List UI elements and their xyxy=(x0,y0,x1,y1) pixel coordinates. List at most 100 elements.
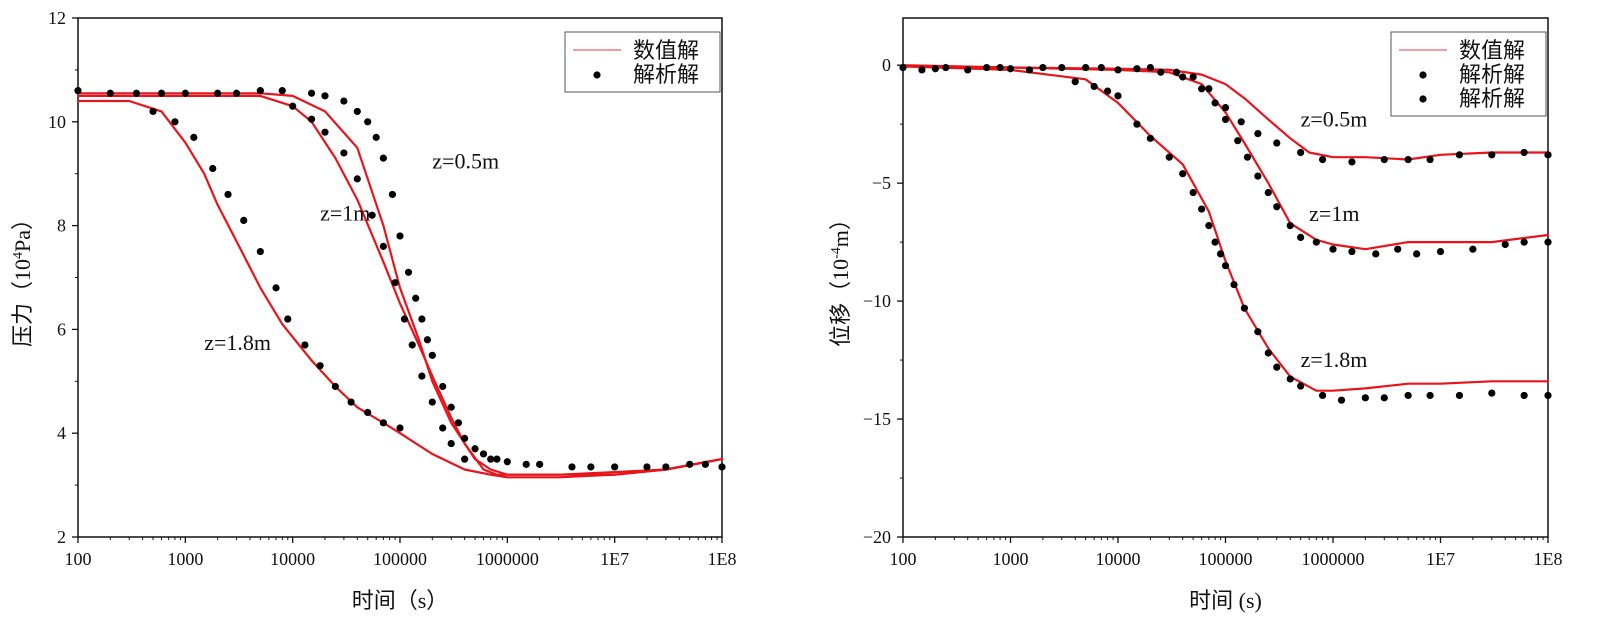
pressure-analytical-point-z0_5m xyxy=(643,463,651,471)
displacement-analytical-point-z1_8m xyxy=(1286,375,1294,383)
displacement-analytical-point-z1m xyxy=(1501,240,1509,249)
displacement-analytical-point-z0_5m xyxy=(1039,63,1047,72)
displacement-analytical-point-z1_8m xyxy=(1146,134,1154,142)
pressure-analytical-point-z0_5m xyxy=(340,97,348,105)
displacement-analytical-point-z1_8m xyxy=(1205,222,1213,230)
displacement-analytical-point-z0_5m xyxy=(1133,65,1141,73)
displacement-analytical-point-z0_5m xyxy=(1097,63,1105,72)
pressure-analytical-point-z0_5m xyxy=(718,463,726,471)
pressure-y-axis-label-unit: Pa） xyxy=(10,208,35,252)
pressure-chart: 100 1000 10000 100000 1000000 1E7 1E824681012 … xyxy=(10,8,737,613)
displacement-analytical-point-z0_5m xyxy=(983,63,991,72)
displacement-y-tick-label: 0 xyxy=(882,55,891,75)
pressure-y-axis-label-exponent: 4 xyxy=(11,252,26,259)
displacement-analytical-point-z0_5m xyxy=(1544,151,1552,159)
displacement-analytical-point-z1_8m xyxy=(1273,363,1281,371)
displacement-analytical-point-z0_5m xyxy=(996,63,1004,72)
displacement-analytical-point-z1_8m xyxy=(1198,205,1206,213)
pressure-analytical-point-z0_5m xyxy=(701,460,709,468)
displacement-analytical-point-z1_8m xyxy=(1404,391,1412,400)
displacement-y-axis-label: 位移（10-4m） xyxy=(828,208,853,347)
pressure-x-tick-label: 1E7 xyxy=(600,549,629,569)
pressure-legend-label: 解析解 xyxy=(633,62,699,87)
pressure-analytical-point-z1m xyxy=(418,372,426,380)
displacement-analytical-point-z1m xyxy=(1544,238,1552,246)
displacement-analytical-point-z1_8m xyxy=(1090,82,1098,91)
displacement-analytical-point-z0_5m xyxy=(1404,155,1412,164)
displacement-analytical-point-z0_5m xyxy=(1114,66,1122,74)
pressure-analytical-point-z0_5m xyxy=(181,89,189,97)
pressure-analytical-point-z1m xyxy=(353,175,361,183)
displacement-analytical-point-z1_8m xyxy=(1221,262,1230,270)
displacement-analytical-point-z0_5m xyxy=(964,66,972,74)
pressure-analytical-point-z1m xyxy=(321,128,329,136)
displacement-numerical-line-z0_5m xyxy=(901,64,1550,161)
pressure-analytical-point-z1m xyxy=(289,102,297,110)
displacement-analytical-point-z0_5m xyxy=(1237,118,1245,126)
displacement-analytical-point-z0_5m xyxy=(1205,85,1213,93)
pressure-analytical-point-z1_8m xyxy=(240,216,248,225)
displacement-analytical-point-z1_8m xyxy=(1254,328,1262,336)
displacement-analytical-point-z1_8m xyxy=(1133,120,1141,128)
pressure-x-axis-label: 时间（s） xyxy=(352,588,449,613)
displacement-y-tick-label: −15 xyxy=(863,409,891,429)
pressure-analytical-point-z0_5m xyxy=(568,463,576,471)
pressure-analytical-point-z1_8m xyxy=(379,419,387,427)
displacement-y-axis-label-unit: m） xyxy=(828,208,853,247)
pressure-analytical-point-z0_5m xyxy=(372,133,380,141)
displacement-analytical-point-z1m xyxy=(1312,238,1320,246)
pressure-analytical-point-z1_8m xyxy=(301,341,309,349)
displacement-analytical-point-z1_8m xyxy=(1380,394,1388,402)
pressure-analytical-point-z0_5m xyxy=(278,87,286,95)
pressure-analytical-point-z0_5m xyxy=(479,450,488,458)
displacement-annotation-z1m: z=1m xyxy=(1309,201,1359,226)
pressure-y-tick-label: 6 xyxy=(57,319,66,339)
displacement-analytical-point-z0_5m xyxy=(942,63,950,72)
pressure-analytical-point-z0_5m xyxy=(461,434,469,442)
pressure-analytical-point-z0_5m xyxy=(447,403,455,411)
displacement-analytical-point-z1m xyxy=(1221,115,1230,124)
displacement-analytical-point-z1_8m xyxy=(1240,304,1249,312)
pressure-legend-label: 数值解 xyxy=(633,38,699,63)
displacement-analytical-point-z1_8m xyxy=(1318,391,1327,400)
displacement-analytical-point-z0_5m xyxy=(1520,148,1528,157)
pressure-y-tick-label: 10 xyxy=(48,112,66,132)
pressure-analytical-point-z1_8m xyxy=(396,424,404,432)
pressure-y-axis-label-main: 压力（10 xyxy=(10,259,35,347)
displacement-analytical-point-z0_5m xyxy=(1380,155,1388,164)
pressure-analytical-point-z0_5m xyxy=(106,89,114,97)
pressure-legend-dot-swatch xyxy=(593,71,601,79)
displacement-analytical-point-z1_8m xyxy=(1179,170,1187,178)
displacement-analytical-point-z1_8m xyxy=(1216,250,1225,258)
displacement-analytical-point-z1_8m xyxy=(1103,87,1112,95)
pressure-analytical-point-z0_5m xyxy=(439,382,447,391)
pressure-analytical-point-z0_5m xyxy=(307,89,316,97)
displacement-analytical-point-z1m xyxy=(1254,172,1262,180)
displacement-x-tick-label: 1E7 xyxy=(1426,549,1455,569)
displacement-analytical-point-z0_5m xyxy=(1025,66,1034,74)
displacement-y-axis-label-main: 位移（10 xyxy=(828,259,853,347)
pressure-analytical-point-z1m xyxy=(428,398,436,406)
displacement-analytical-point-z0_5m xyxy=(1172,68,1181,76)
displacement-analytical-point-z0_5m xyxy=(1146,63,1154,72)
pressure-numerical-line-z0_5m xyxy=(76,92,724,476)
displacement-legend-label: 解析解 xyxy=(1459,86,1525,111)
pressure-analytical-point-z1_8m xyxy=(190,133,198,141)
pressure-analytical-point-z1m xyxy=(368,211,376,219)
pressure-analytical-point-z0_5m xyxy=(388,190,397,199)
displacement-analytical-point-z1m xyxy=(1198,85,1206,93)
pressure-annotation-z1m: z=1m xyxy=(320,200,370,225)
displacement-x-tick-label: 1000000 xyxy=(1302,549,1365,569)
displacement-analytical-point-z0_5m xyxy=(1426,155,1434,164)
pressure-x-tick-label: 100 xyxy=(65,549,92,569)
displacement-y-tick-label: −10 xyxy=(863,291,891,311)
displacement-analytical-point-z1m xyxy=(1329,245,1337,253)
displacement-x-tick-label: 10000 xyxy=(1096,549,1141,569)
displacement-y-axis-label-exponent: -4 xyxy=(829,247,844,259)
pressure-analytical-point-z1m xyxy=(340,149,348,157)
pressure-analytical-point-z1_8m xyxy=(331,382,339,391)
pressure-analytical-point-z1_8m xyxy=(284,315,292,323)
displacement-analytical-point-z1m xyxy=(1211,99,1219,107)
